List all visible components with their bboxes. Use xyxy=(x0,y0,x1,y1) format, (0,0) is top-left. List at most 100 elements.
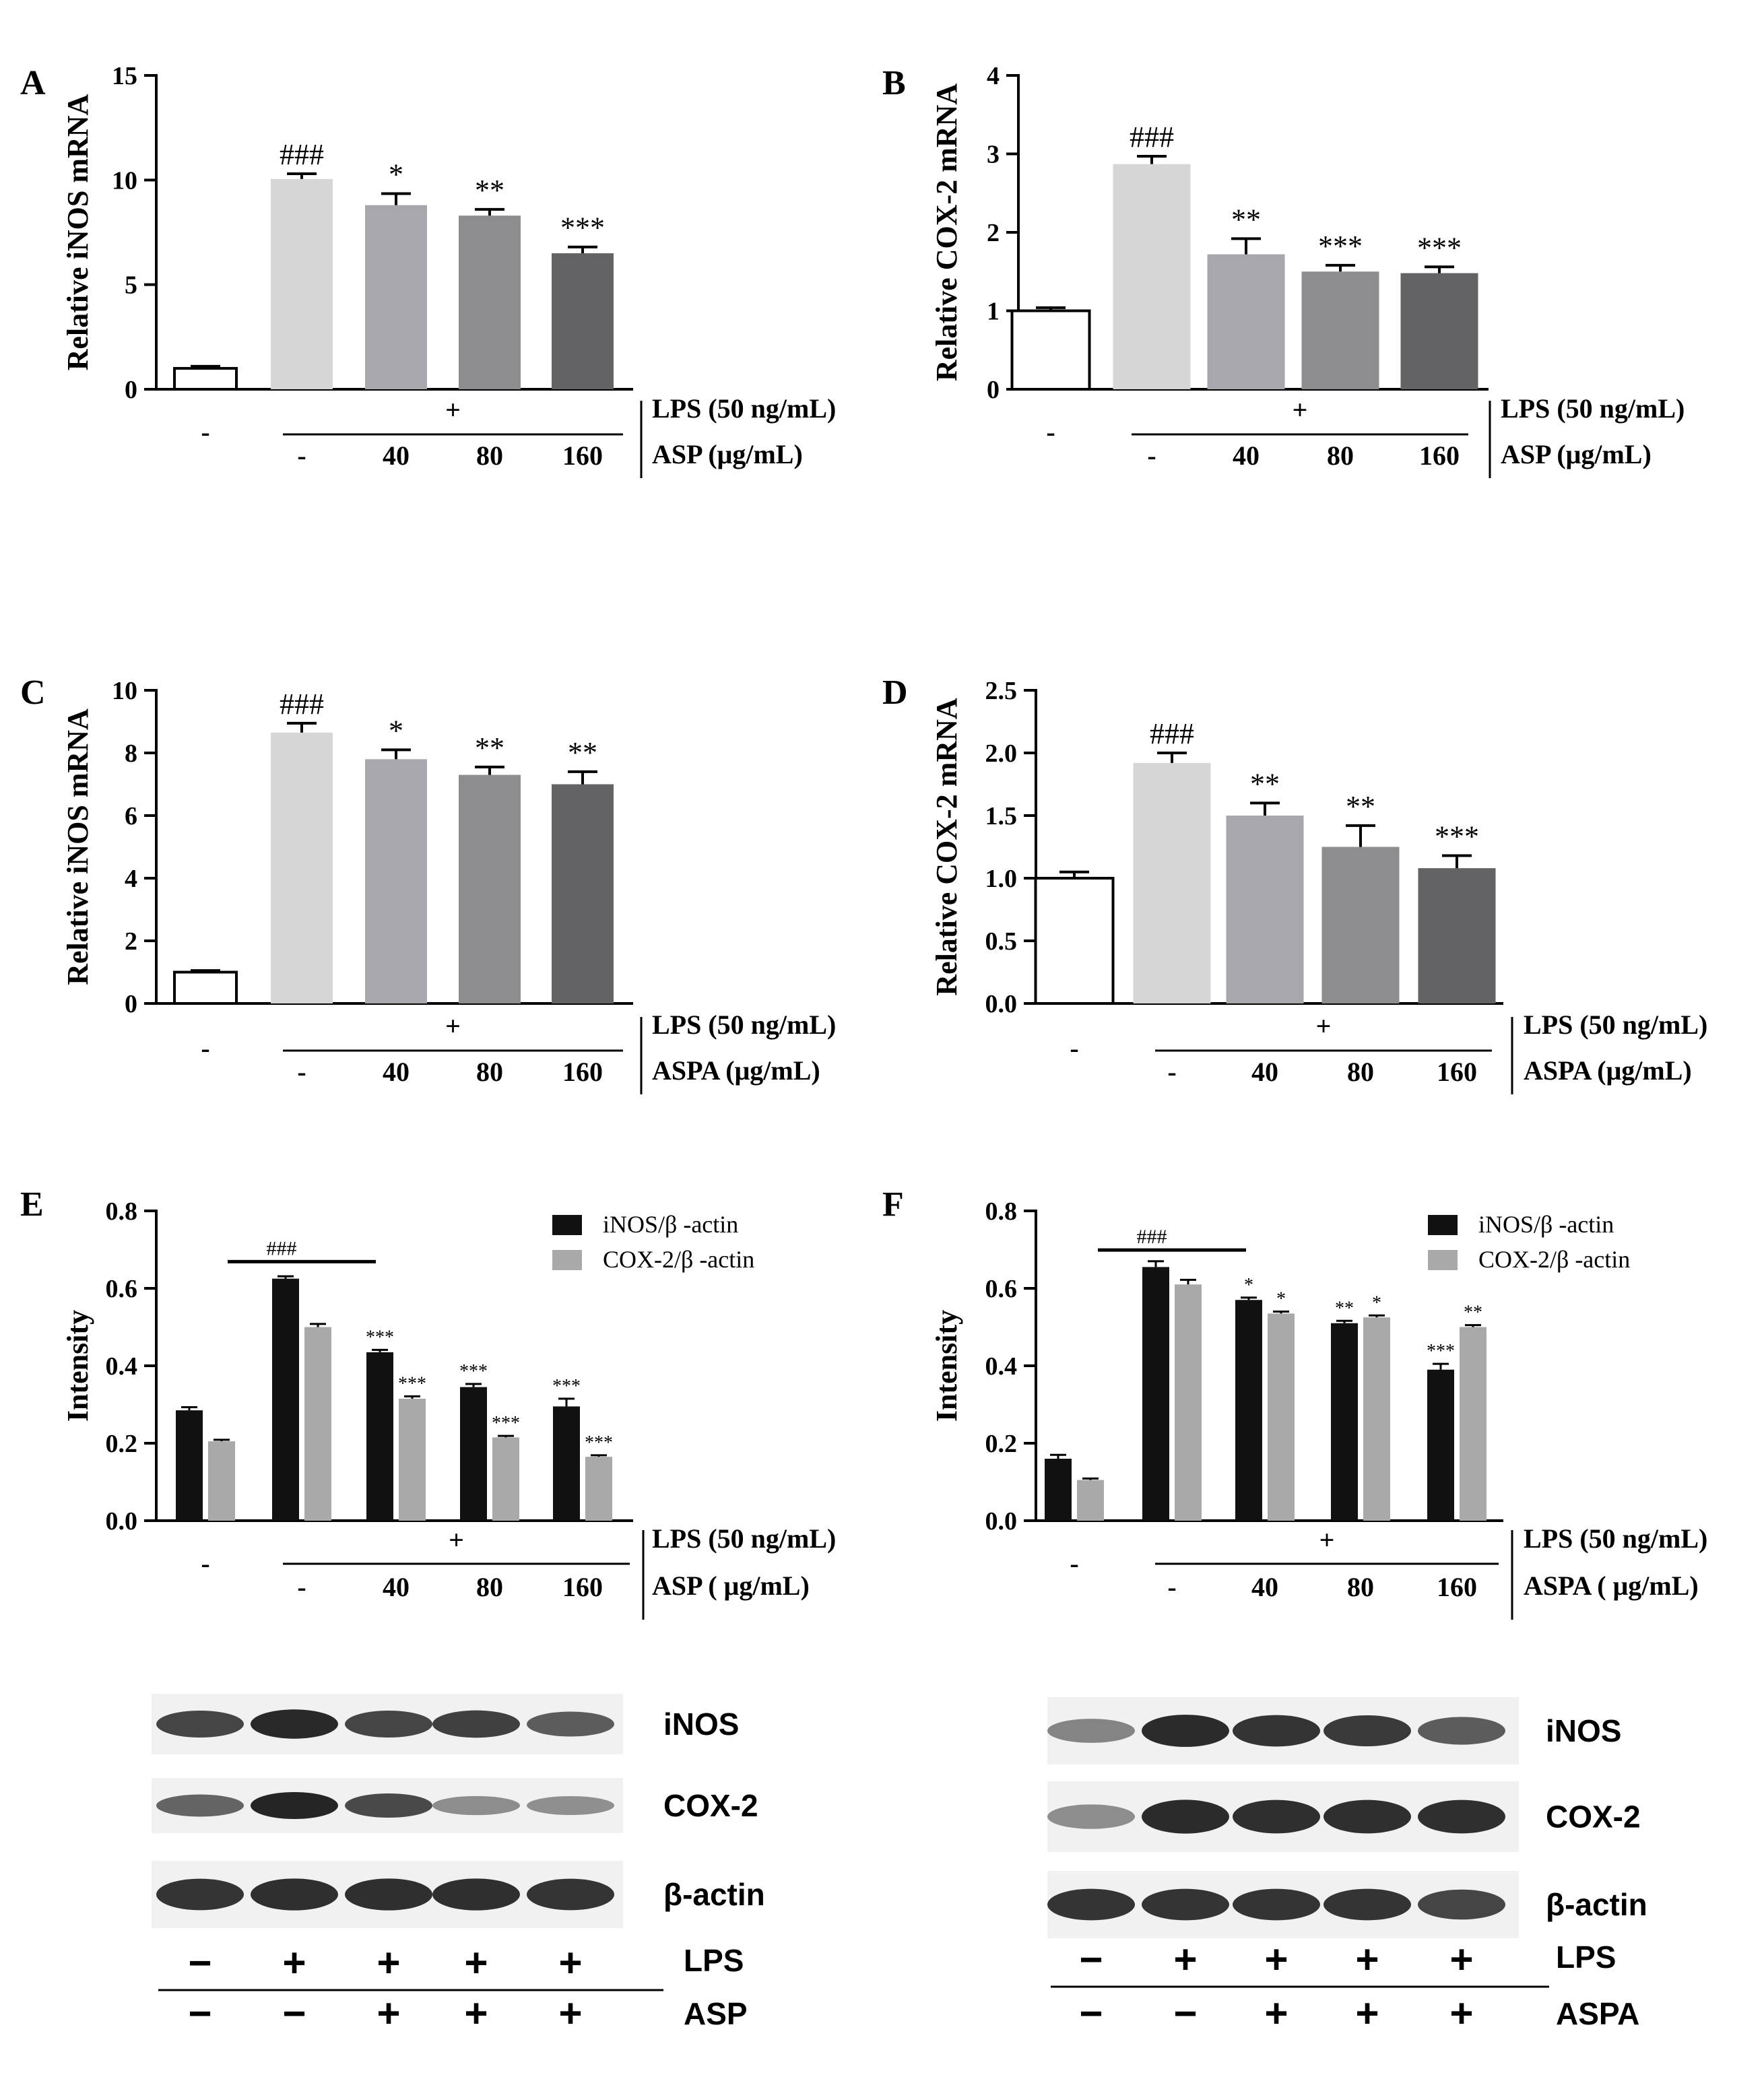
bar xyxy=(366,1352,393,1521)
bar xyxy=(1034,877,1115,1005)
legend-swatch xyxy=(1428,1250,1458,1270)
protein-band xyxy=(251,1709,338,1739)
blot-lps-label: LPS xyxy=(1556,1940,1616,1975)
lps-sign: + xyxy=(1173,1937,1197,1982)
bar xyxy=(552,784,614,1003)
dose-label: 40 xyxy=(1251,1572,1278,1602)
y-tick-label: 1.5 xyxy=(985,802,1018,830)
lps-sign: + xyxy=(282,1940,306,1985)
legend-label: iNOS/β -actin xyxy=(603,1211,738,1238)
y-tick-label: 5 xyxy=(125,271,137,300)
dose-label: - xyxy=(297,1057,306,1087)
lps-row-label: LPS (50 ng/mL) xyxy=(652,1010,836,1040)
bar xyxy=(1268,1313,1295,1521)
lps-plus-label: + xyxy=(1319,1525,1335,1555)
dose-label: 160 xyxy=(1437,1057,1477,1087)
control-label: - xyxy=(1070,1033,1078,1063)
panel-letter: C xyxy=(20,673,46,712)
drug-sign: + xyxy=(558,1991,582,2036)
significance-label: * xyxy=(1276,1289,1286,1310)
control-label: - xyxy=(201,1548,209,1579)
significance-label: * xyxy=(1372,1292,1381,1313)
blot-row-label: iNOS xyxy=(1546,1713,1621,1748)
lps-sign: + xyxy=(1355,1937,1379,1982)
significance-label: ** xyxy=(1231,203,1261,236)
y-tick-label: 0.0 xyxy=(985,1507,1018,1535)
y-axis-label: Relative COX-2 mRNA xyxy=(930,698,963,996)
significance-label: *** xyxy=(1318,230,1363,263)
protein-band xyxy=(251,1878,338,1911)
bar xyxy=(1226,816,1304,1003)
y-tick-label: 0.8 xyxy=(106,1197,138,1226)
protein-band xyxy=(156,1794,244,1817)
y-tick-label: 4 xyxy=(987,62,1000,90)
y-tick-label: 0.6 xyxy=(985,1275,1018,1303)
bar xyxy=(585,1457,612,1521)
bar xyxy=(399,1398,426,1521)
y-tick-label: 0.0 xyxy=(985,990,1018,1018)
y-axis-label: Intensity xyxy=(930,1310,963,1422)
significance-label: *** xyxy=(459,1361,488,1382)
significance-label: ** xyxy=(1346,790,1375,823)
dose-label: 40 xyxy=(1233,440,1260,471)
bar xyxy=(1400,273,1478,389)
protein-band xyxy=(432,1878,520,1911)
dose-label: - xyxy=(1167,1057,1176,1087)
dose-label: 80 xyxy=(1347,1057,1374,1087)
y-tick-label: 1 xyxy=(987,298,1000,326)
protein-band xyxy=(527,1795,614,1816)
bar xyxy=(459,774,521,1003)
protein-band xyxy=(1418,1717,1505,1745)
bar xyxy=(1010,309,1091,391)
y-tick-label: 0.2 xyxy=(985,1430,1018,1458)
significance-label: ** xyxy=(475,731,504,764)
protein-band xyxy=(1233,1888,1320,1921)
panel-letter: E xyxy=(20,1185,44,1224)
bar xyxy=(492,1437,519,1521)
legend-swatch xyxy=(552,1215,582,1235)
y-tick-label: 0 xyxy=(125,376,137,404)
legend-swatch xyxy=(552,1250,582,1270)
dose-label: - xyxy=(1167,1572,1176,1602)
drug-row-label: ASPA (μg/mL) xyxy=(1524,1055,1692,1086)
panel-e: E 0.0 0.2 0.4 0.6 0.8 Intensity *** *** *** *** ***… xyxy=(20,1185,836,2036)
y-tick-label: 6 xyxy=(125,802,137,830)
drug-sign: + xyxy=(464,1991,488,2036)
bar xyxy=(365,205,427,389)
significance-label: ### xyxy=(280,138,324,171)
y-tick-label: 0.4 xyxy=(985,1352,1018,1381)
bar xyxy=(173,366,238,391)
lps-sign: − xyxy=(1079,1937,1103,1982)
legend-label: iNOS/β -actin xyxy=(1478,1211,1614,1238)
bar xyxy=(272,1278,299,1521)
lps-row-label: LPS (50 ng/mL) xyxy=(1501,393,1685,424)
lps-sign: + xyxy=(558,1940,582,1985)
bar xyxy=(1142,1267,1169,1521)
panel-letter: A xyxy=(20,64,46,102)
dose-label: 40 xyxy=(383,440,410,471)
dose-label: 160 xyxy=(1419,440,1460,471)
lps-plus-label: + xyxy=(1316,1011,1332,1041)
lps-plus-label: + xyxy=(1293,395,1308,425)
dose-label: - xyxy=(297,1572,306,1602)
y-tick-label: 3 xyxy=(987,141,1000,169)
drug-row-label: ASP (μg/mL) xyxy=(1501,439,1652,469)
y-tick-label: 0.5 xyxy=(985,927,1018,956)
bar xyxy=(1235,1300,1262,1521)
bar xyxy=(271,732,333,1003)
lps-row-label: LPS (50 ng/mL) xyxy=(652,393,836,424)
lps-plus-label: + xyxy=(449,1525,464,1555)
y-tick-label: 10 xyxy=(112,677,137,705)
bar xyxy=(552,253,614,389)
significance-label: *** xyxy=(492,1413,520,1434)
dose-label: 40 xyxy=(1251,1057,1278,1087)
panel-letter: D xyxy=(882,673,908,712)
protein-band xyxy=(1047,1888,1135,1921)
drug-row-label: ASPA (μg/mL) xyxy=(652,1055,820,1086)
bar xyxy=(1207,254,1285,389)
bar xyxy=(459,216,521,389)
y-tick-label: 0.0 xyxy=(106,1507,138,1535)
blot-row-label: β-actin xyxy=(1546,1887,1647,1922)
